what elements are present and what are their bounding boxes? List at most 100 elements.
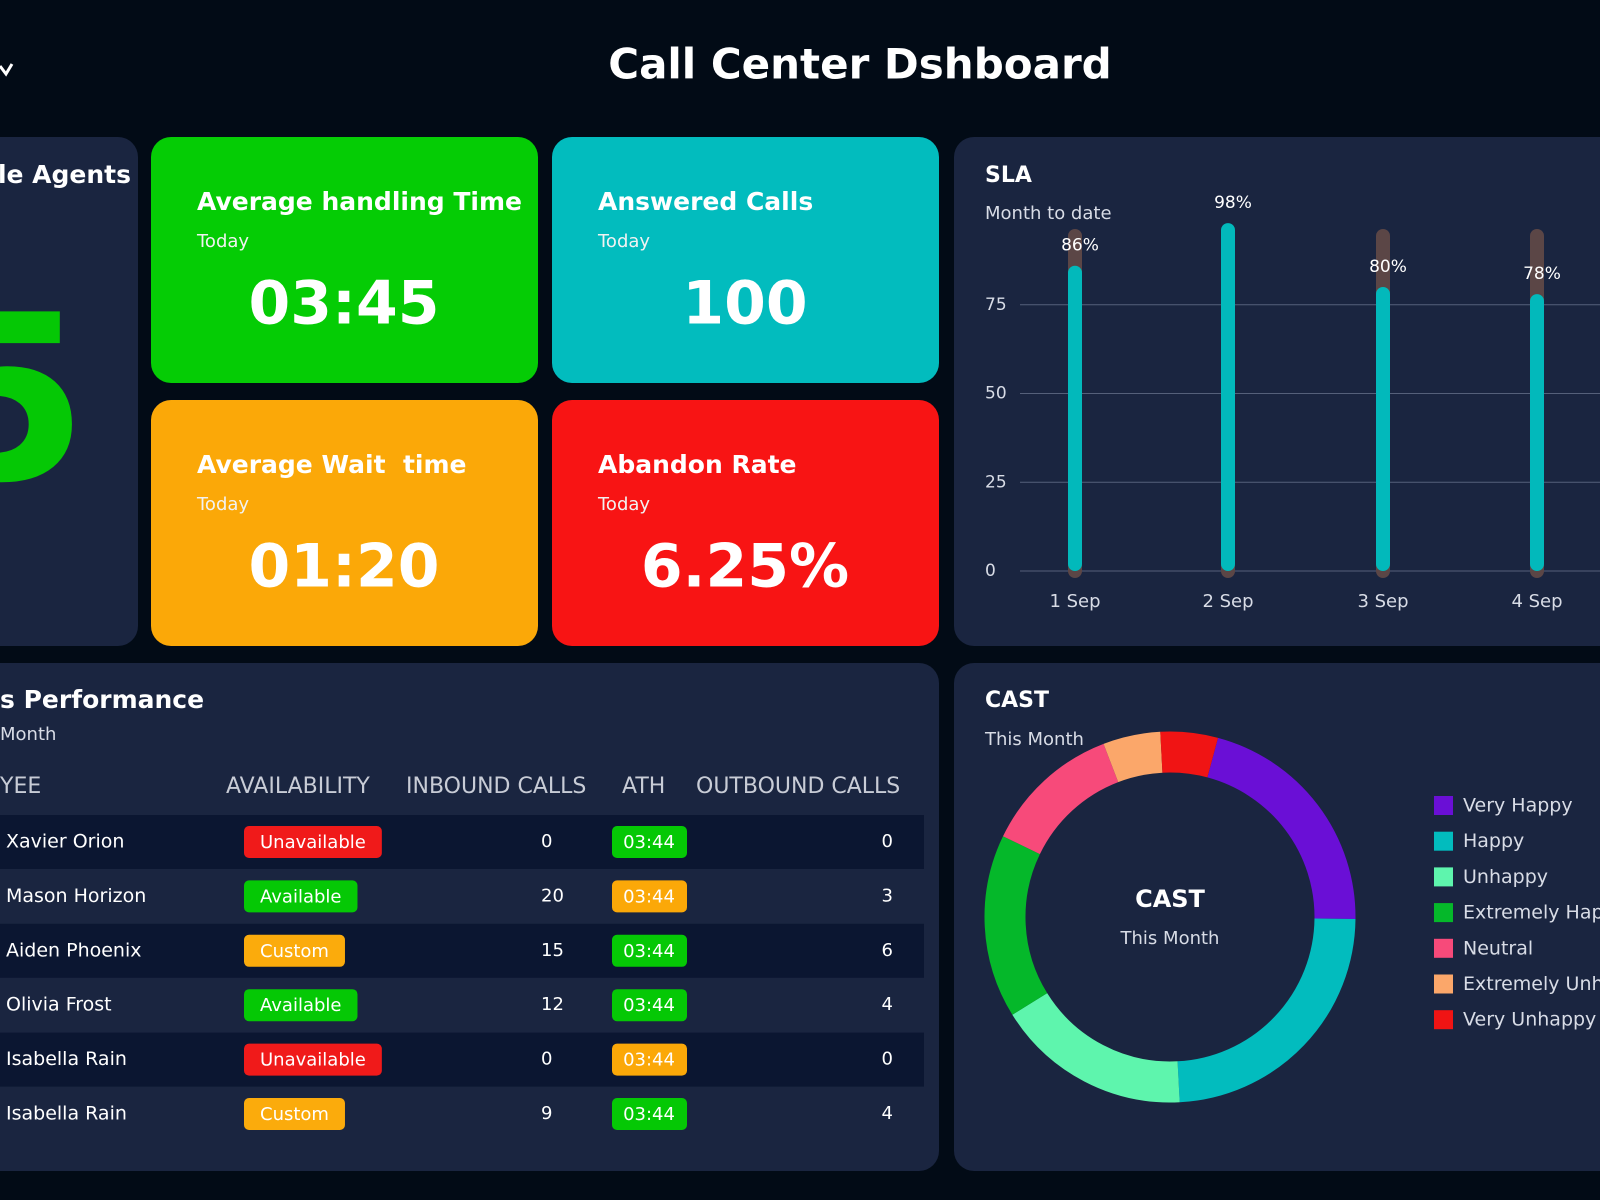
agents-card: [0, 137, 138, 646]
x-tick-label: 1 Sep: [1049, 591, 1100, 612]
legend-swatch: [1434, 1010, 1453, 1030]
kpi-title: Average handling Time: [197, 187, 522, 216]
donut-segment: [1206, 737, 1356, 919]
legend-label: Very Unhappy: [1463, 1009, 1596, 1031]
kpi-subtitle: Today: [597, 231, 650, 252]
inbound-calls: 0: [541, 1049, 552, 1070]
bar: [1068, 265, 1082, 571]
kpi-subtitle: Today: [196, 231, 249, 252]
kpi-card: [552, 400, 939, 646]
chart-title: CAST: [985, 688, 1049, 713]
employee-name: Isabella Rain: [6, 1048, 127, 1070]
x-tick-label: 2 Sep: [1202, 591, 1253, 612]
legend-label: Very Happy: [1463, 795, 1573, 817]
ath-value: 03:44: [623, 941, 675, 962]
performance-panel: [0, 663, 939, 1171]
agents-title: ble Agents: [0, 160, 131, 189]
kpi-value: 100: [682, 269, 807, 339]
check-icon[interactable]: [0, 63, 14, 77]
donut-segment: [1177, 918, 1356, 1103]
agents-value: 5: [0, 267, 88, 534]
y-tick-label: 75: [985, 295, 1007, 315]
table-row-stripe: [0, 923, 924, 978]
bar-value-label: 80%: [1369, 257, 1407, 277]
kpi-card: [151, 400, 538, 646]
donut-center-subtitle: This Month: [1120, 928, 1220, 949]
inbound-calls: 20: [541, 885, 564, 906]
employee-name: Aiden Phoenix: [6, 939, 142, 961]
outbound-calls: 6: [882, 940, 893, 961]
legend-label: Unhappy: [1463, 866, 1548, 888]
table-row-stripe: [0, 815, 924, 869]
legend-swatch: [1434, 974, 1453, 994]
kpi-subtitle: Today: [597, 494, 650, 515]
inbound-calls: 9: [541, 1103, 552, 1124]
ath-value: 03:44: [623, 886, 675, 907]
status-badge-text: Available: [260, 886, 341, 907]
table-subtitle: Month: [0, 724, 56, 745]
column-header: OUTBOUND CALLS: [696, 774, 900, 799]
chart-subtitle: This Month: [984, 729, 1084, 750]
kpi-value: 03:45: [249, 269, 440, 339]
donut-segment: [1012, 992, 1180, 1103]
outbound-calls: 4: [882, 994, 893, 1015]
legend-swatch: [1434, 938, 1453, 958]
kpi-subtitle: Today: [196, 494, 249, 515]
employee-name: Xavier Orion: [6, 831, 124, 853]
legend-swatch: [1434, 831, 1453, 851]
legend-label: Extremely Happ: [1463, 902, 1600, 924]
status-badge: [244, 989, 358, 1022]
bar: [1376, 287, 1390, 571]
status-badge-text: Custom: [260, 941, 329, 962]
ath-badge: [612, 1043, 687, 1076]
outbound-calls: 0: [882, 1049, 893, 1070]
donut-segment: [1002, 743, 1119, 855]
donut-segment: [1160, 731, 1219, 778]
employee-name: Isabella Rain: [6, 1103, 127, 1125]
x-tick-label: 4 Sep: [1511, 591, 1562, 612]
page-title: Call Center Dshboard: [608, 40, 1112, 89]
legend-swatch: [1434, 903, 1453, 923]
kpi-value: 6.25%: [641, 532, 849, 602]
inbound-calls: 0: [541, 831, 552, 852]
employee-name: Mason Horizon: [6, 885, 146, 907]
kpi-card: [151, 137, 538, 383]
status-badge-text: Custom: [260, 1104, 329, 1125]
column-header: ATH: [622, 774, 665, 799]
outbound-calls: 3: [882, 885, 893, 906]
kpi-title: Average Wait time: [197, 450, 466, 479]
bar-value-label: 86%: [1061, 236, 1099, 256]
ath-badge: [612, 1098, 687, 1130]
legend-label: Happy: [1463, 830, 1524, 852]
donut-center-title: CAST: [1135, 885, 1205, 913]
chart-subtitle: Month to date: [985, 203, 1112, 224]
x-tick-label: 3 Sep: [1357, 591, 1408, 612]
legend-label: Extremely Unh: [1463, 973, 1600, 995]
outbound-calls: 4: [882, 1103, 893, 1124]
y-tick-label: 50: [985, 384, 1007, 404]
table-title: s Performance: [0, 685, 204, 714]
inbound-calls: 12: [541, 994, 564, 1015]
status-badge: [244, 1043, 382, 1076]
y-tick-label: 0: [985, 561, 996, 581]
ath-value: 03:44: [623, 995, 675, 1016]
bar: [1221, 223, 1235, 571]
status-badge: [244, 826, 382, 858]
ath-value: 03:44: [623, 1050, 675, 1071]
bar-value-label: 98%: [1214, 193, 1252, 213]
status-badge: [244, 934, 345, 967]
y-tick-label: 25: [985, 472, 1007, 492]
column-header: AVAILABILITY: [226, 774, 370, 799]
ath-value: 03:44: [623, 832, 675, 853]
inbound-calls: 15: [541, 940, 564, 961]
column-header: INBOUND CALLS: [406, 774, 586, 799]
sla-panel: [954, 137, 1600, 646]
kpi-title: Abandon Rate: [598, 450, 797, 479]
status-badge: [244, 880, 358, 913]
status-badge-text: Available: [260, 995, 341, 1016]
donut-segment: [1103, 731, 1164, 783]
status-badge: [244, 1098, 345, 1130]
chart-title: SLA: [985, 163, 1032, 188]
